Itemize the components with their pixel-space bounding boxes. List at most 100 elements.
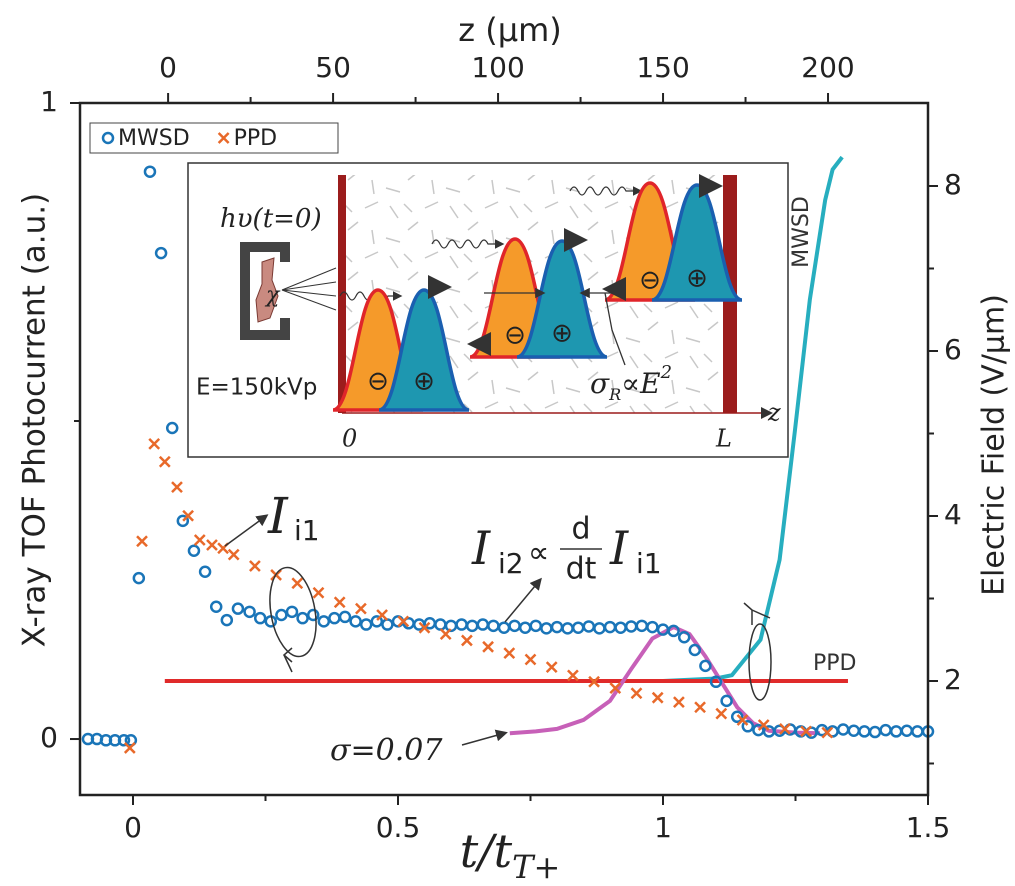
marker (694, 701, 706, 714)
marker (231, 602, 245, 615)
marker (582, 620, 596, 633)
marker (182, 509, 195, 522)
x-label-sub: T+ (512, 848, 560, 886)
axis-hint (743, 602, 771, 625)
marker (171, 481, 183, 494)
marker (593, 622, 606, 635)
marker (349, 615, 362, 628)
marker (317, 615, 331, 628)
marker (338, 610, 352, 624)
marker (588, 675, 600, 688)
y2-tick-label: 4 (944, 498, 962, 531)
anode (255, 257, 279, 323)
marker (699, 659, 712, 673)
marker (630, 687, 643, 700)
marker (889, 725, 903, 738)
legend-symbol (217, 132, 230, 144)
marker (667, 624, 680, 638)
marker (418, 621, 431, 634)
marker (550, 620, 564, 634)
marker (715, 707, 728, 720)
marker (296, 611, 309, 625)
annotation: dt (566, 552, 597, 587)
charge: ⊖ (504, 321, 526, 351)
marker (482, 640, 494, 653)
x2-tick-label: 150 (636, 51, 689, 84)
marker (465, 619, 479, 633)
charge: ⊕ (551, 319, 573, 349)
marker (497, 621, 511, 634)
x-tick-label: 1.5 (906, 811, 951, 844)
marker (243, 605, 256, 619)
field-label: PPD (813, 651, 856, 676)
charge: ⊖ (367, 367, 389, 397)
marker (487, 619, 500, 633)
charge: ⊕ (413, 367, 435, 397)
marker (165, 421, 179, 435)
x-label-main: t/t (460, 824, 513, 878)
marker (206, 539, 218, 551)
marker (476, 618, 490, 631)
y2-tick-label: 6 (944, 333, 962, 366)
marker (143, 165, 157, 178)
inset-label: hυ(t=0) (220, 204, 322, 234)
x-label: t/tT+ (460, 824, 561, 886)
inset-label: z (767, 399, 781, 427)
y-label: X-ray TOF Photocurrent (a.u.) (17, 193, 53, 648)
inset-sigma-sup: 2 (660, 362, 672, 383)
marker (136, 535, 148, 548)
x2-label: z (μm) (458, 11, 561, 49)
marker (779, 722, 791, 735)
marker (376, 609, 388, 621)
marker (328, 611, 341, 625)
annotation: ∝ (528, 536, 549, 571)
marker (275, 608, 288, 622)
marker (264, 615, 278, 628)
marker (444, 619, 458, 633)
marker (227, 548, 240, 561)
annotation: i1 (294, 514, 320, 547)
marker (355, 602, 367, 615)
legend-label: PPD (234, 126, 277, 151)
marker (359, 618, 373, 631)
electrode (338, 175, 346, 413)
marker (132, 571, 146, 585)
marker (524, 653, 537, 666)
marker (209, 600, 223, 613)
marker (518, 621, 532, 634)
inset-label: 0 (342, 425, 357, 453)
marker (540, 622, 553, 635)
marker (646, 620, 659, 634)
marker (439, 628, 452, 640)
marker (312, 586, 325, 599)
marker (198, 565, 212, 579)
axis-hint (282, 647, 293, 673)
marker (461, 634, 473, 647)
x-tick-label: 1 (654, 811, 672, 844)
spread-arrows (484, 287, 626, 366)
legend-symbol (101, 131, 115, 145)
marker (529, 619, 543, 633)
marker (836, 723, 850, 736)
carriers (332, 181, 743, 412)
x2-tick-label: 0 (159, 51, 177, 84)
annotation: I (267, 487, 289, 545)
marker (545, 661, 558, 674)
arrow (461, 729, 508, 746)
marker (561, 622, 574, 635)
y-tick-label: 1 (40, 85, 58, 118)
marker (911, 725, 924, 738)
marker (635, 619, 649, 633)
plot-data (81, 155, 935, 754)
marker (187, 544, 201, 558)
inset-sigma-sub: R (608, 385, 621, 404)
legend: MWSD PPD (89, 122, 339, 154)
marker (571, 621, 585, 634)
drift-arrows (428, 174, 723, 356)
inset-label: E=150kVp (196, 375, 317, 401)
annotation: I (471, 521, 491, 575)
marker (508, 619, 521, 633)
marker (503, 647, 516, 660)
plot-frame (78, 101, 930, 797)
marker (291, 577, 304, 590)
